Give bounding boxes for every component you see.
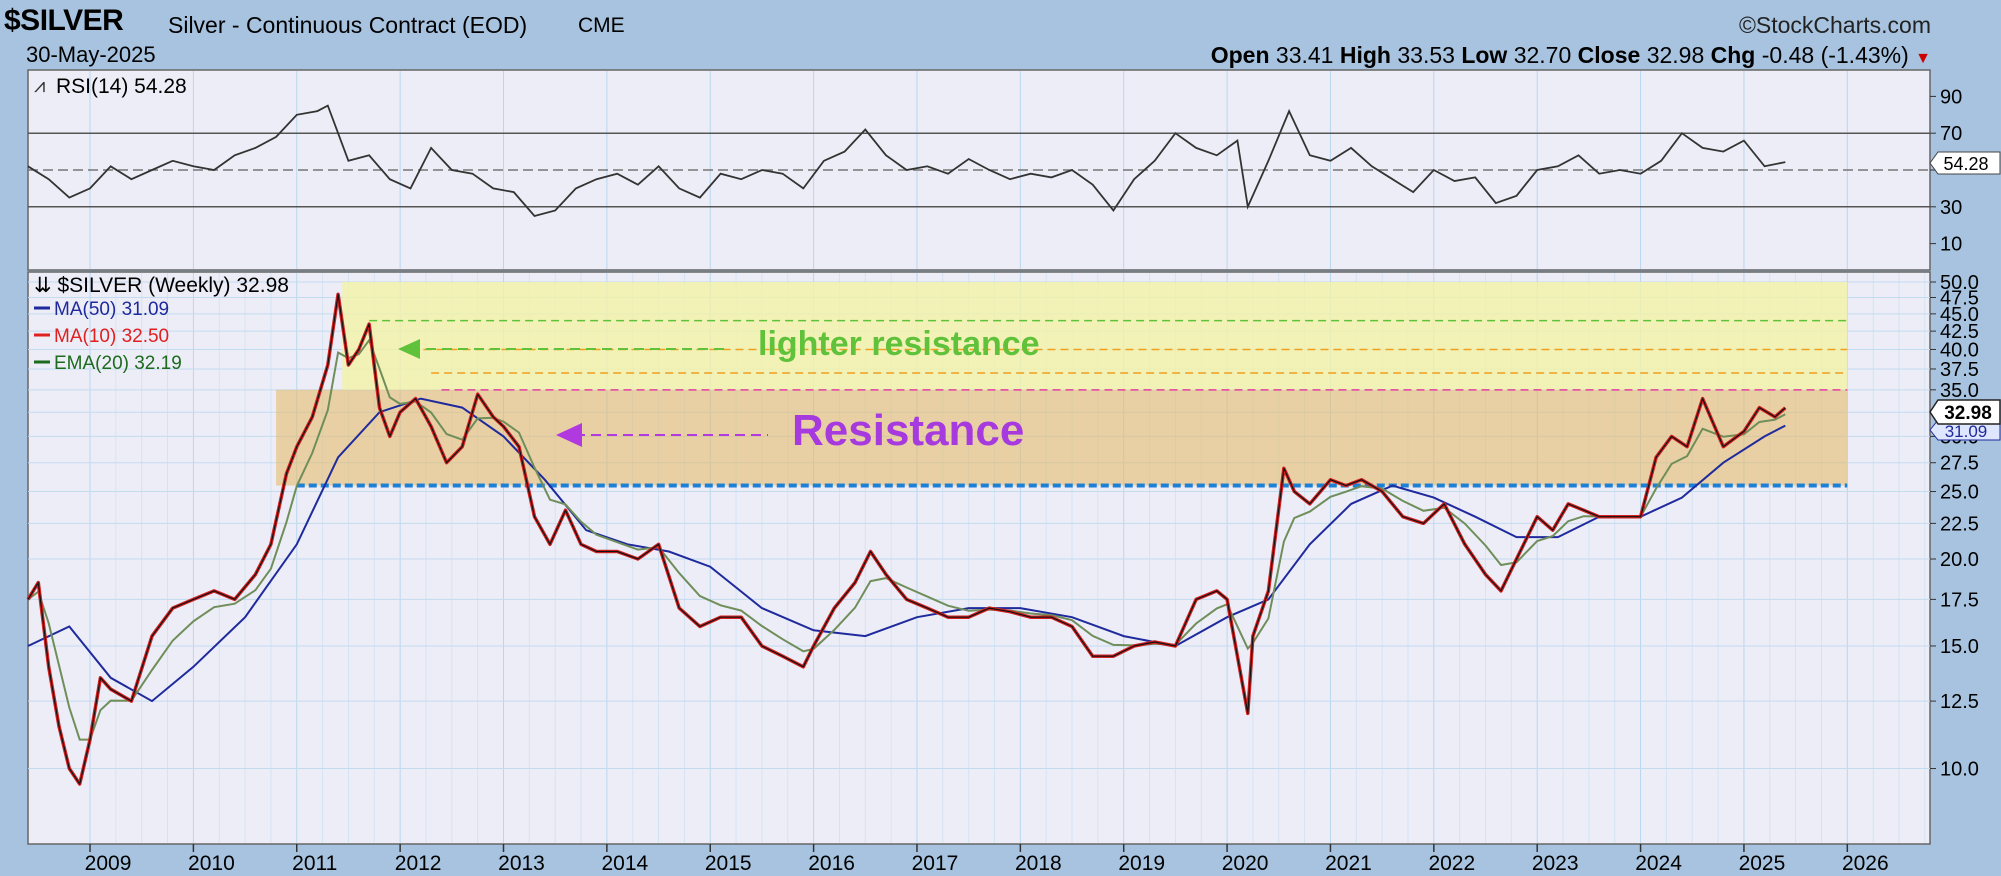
x-tick-label: 2020: [1222, 852, 1269, 875]
x-tick-label: 2010: [188, 852, 235, 875]
price-tick-label: 22.5: [1940, 513, 1979, 535]
stockcharts-credit[interactable]: ©StockCharts.com: [1738, 12, 1931, 38]
x-tick-label: 2012: [395, 852, 442, 875]
high-label: High: [1339, 42, 1391, 68]
low-value: 32.70: [1513, 42, 1572, 68]
resistance-label: Resistance: [792, 406, 1024, 455]
x-tick-label: 2025: [1739, 852, 1786, 875]
indicator-legend: MA(50) 31.09 MA(10) 32.50 EMA(20) 32.19: [34, 299, 182, 374]
symbol-description: Silver - Continuous Contract (EOD): [168, 12, 528, 38]
legend-item: EMA(20) 32.19: [54, 353, 182, 374]
price-tick-label: 37.5: [1940, 359, 1979, 381]
price-panel-title: $SILVER (Weekly) 32.98: [57, 274, 289, 297]
symbol-title: $SILVER: [4, 4, 124, 37]
close-value: 32.98: [1646, 42, 1705, 68]
x-tick-label: 2015: [705, 852, 752, 875]
ohlc-summary: Open 33.41 High 33.53 Low 32.70 Close 32…: [1211, 42, 1931, 69]
lighter-resistance-zone: [342, 282, 1848, 390]
arrow-left-icon: [556, 423, 582, 447]
rsi-icon: ⩘: [34, 75, 45, 97]
price-tick-label: 15.0: [1940, 636, 1979, 658]
resistance-zone: [276, 389, 1848, 486]
x-tick-label: 2024: [1635, 852, 1682, 875]
x-tick-label: 2013: [498, 852, 545, 875]
price-tick-label: 35.0: [1940, 380, 1979, 402]
price-tick-label: 25.0: [1940, 482, 1979, 504]
price-y-axis: 50.047.545.042.540.037.535.032.530.027.5…: [1930, 272, 1979, 781]
price-icon: ⇊: [34, 274, 57, 297]
price-tick-label: 20.0: [1940, 549, 1979, 571]
rsi-series-line: [27, 104, 1786, 218]
arrow-left-icon: [398, 339, 420, 359]
price-bars-line: [27, 293, 1786, 785]
x-tick-label: 2018: [1015, 852, 1062, 875]
x-axis: 2009 2010 2011 2012 2013 2014 2015 2016 2017 2018…: [85, 844, 1889, 875]
rsi-y-axis: 90 70 30 10: [1930, 86, 1962, 256]
down-arrow-icon: ▼: [1915, 50, 1931, 67]
open-label: Open: [1210, 42, 1270, 68]
x-tick-label: 2016: [808, 852, 855, 875]
chg-value: -0.48 (-1.43%): [1761, 42, 1909, 68]
price-tick-label: 17.5: [1940, 589, 1979, 611]
rsi-last-value: 54.28: [1943, 154, 1988, 174]
rsi-tick-label: 30: [1940, 197, 1962, 219]
close-value: 32.98: [1944, 403, 1992, 424]
x-tick-label: 2023: [1532, 852, 1579, 875]
lighter-resistance-annotation: lighter resistance: [398, 325, 1040, 363]
legend-item: MA(10) 32.50: [54, 326, 169, 347]
ma50-line: [27, 397, 1786, 703]
close-label: Close: [1577, 42, 1641, 68]
quote-date: 30-May-2025: [26, 42, 156, 67]
rsi-tick-label: 90: [1940, 86, 1962, 108]
high-value: 33.53: [1397, 42, 1455, 68]
price-tick-label: 47.5: [1940, 288, 1979, 310]
price-tick-label: 12.5: [1940, 691, 1979, 713]
rsi-tick-label: 10: [1940, 234, 1962, 256]
price-tick-label: 27.5: [1940, 453, 1979, 475]
rsi-last-value-tag: 54.28: [1929, 151, 2001, 175]
x-tick-label: 2021: [1325, 852, 1372, 875]
ma50-value-tag: 31.09: [1929, 419, 2001, 441]
chart-title-row: $SILVER Silver - Continuous Contract (EO…: [0, 4, 2001, 38]
chg-label: Chg: [1710, 42, 1756, 68]
price-tick-label: 10.0: [1940, 759, 1979, 781]
rsi-tick-label: 70: [1940, 123, 1962, 145]
x-tick-label: 2026: [1842, 852, 1889, 875]
price-tick-label: 45.0: [1940, 304, 1979, 326]
resistance-annotation: Resistance: [556, 406, 1024, 455]
rsi-grid: [28, 71, 1930, 269]
x-tick-label: 2011: [292, 852, 337, 875]
price-tick-label: 50.0: [1940, 272, 1979, 294]
exchange-label: CME: [578, 14, 625, 37]
quote-row: 30-May-2025 Open 33.41 High 33.53 Low 32…: [0, 40, 2001, 69]
ma50-value: 31.09: [1945, 422, 1988, 441]
price-tick-label: 40.0: [1940, 339, 1979, 361]
price-tick-label: 42.5: [1940, 321, 1979, 343]
price-panel-label: ⇊ $SILVER (Weekly) 32.98: [34, 274, 289, 297]
legend-item: MA(50) 31.09: [54, 299, 169, 320]
lighter-resistance-label: lighter resistance: [758, 325, 1040, 363]
close-value-tag: 32.98: [1929, 399, 2001, 425]
x-tick-label: 2022: [1428, 852, 1475, 875]
x-tick-label: 2017: [912, 852, 959, 875]
x-tick-label: 2019: [1118, 852, 1165, 875]
price-panel: 50.047.545.042.540.037.535.032.530.027.5…: [26, 271, 2001, 845]
dashed-levels: [296, 319, 1848, 488]
ema20-line: [27, 338, 1786, 741]
rsi-panel: 90 70 30 10 ⩘ RSI(14) 54.28 54.28: [27, 69, 2001, 271]
x-tick-label: 2009: [85, 852, 132, 875]
open-value: 33.41: [1275, 42, 1334, 68]
rsi-panel-label: RSI(14) 54.28: [56, 75, 187, 98]
x-tick-label: 2014: [602, 852, 649, 875]
low-label: Low: [1461, 42, 1508, 68]
